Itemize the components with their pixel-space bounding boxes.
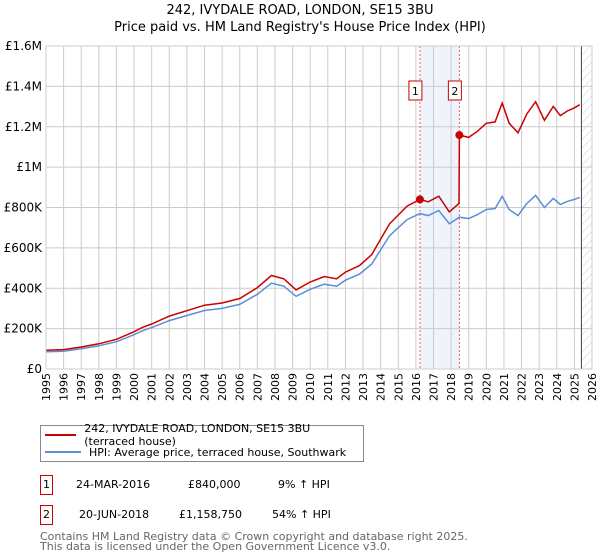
footer-copyright: Contains HM Land Registry data © Crown c… <box>40 530 468 543</box>
x-tick-label: 2010 <box>304 373 317 401</box>
x-tick-label: 2005 <box>216 373 229 401</box>
property-price-line <box>45 100 581 351</box>
sale-label-box <box>447 80 462 101</box>
legend-label: 242, IVYDALE ROAD, LONDON, SE15 3BU (ter… <box>84 422 311 448</box>
x-tick-label: 2013 <box>357 373 370 401</box>
y-tick-label: £800K <box>4 201 44 215</box>
sale-badge: 2 <box>40 505 53 525</box>
x-tick-label: 1996 <box>58 373 71 401</box>
sale-date: 20-JUN-2018 <box>79 508 150 521</box>
sale-date: 24-MAR-2016 <box>76 478 151 491</box>
x-tick-label: 2004 <box>199 373 212 401</box>
x-tick-label: 2019 <box>463 373 476 401</box>
sale-hpi-diff: 9% ↑ HPI <box>278 478 330 491</box>
y-tick-label: £600K <box>4 241 44 255</box>
y-tick-label: £1.2M <box>5 120 42 134</box>
x-tick-label: 2000 <box>128 373 141 401</box>
sale-point <box>455 131 464 140</box>
x-tick-label: 1999 <box>110 373 123 401</box>
x-tick-label: 2003 <box>181 373 194 401</box>
x-tick-label: 2024 <box>551 373 564 401</box>
x-tick-label: 2011 <box>322 373 335 401</box>
y-tick-label: £1.4M <box>5 79 42 93</box>
legend: 242, IVYDALE ROAD, LONDON, SE15 3BU (ter… <box>40 422 364 462</box>
x-tick-label: 2015 <box>392 373 405 401</box>
chart-subtitle: Price paid vs. HM Land Registry's House … <box>114 20 486 35</box>
x-tick-label: 2008 <box>269 373 282 401</box>
sale-label-box <box>408 80 423 101</box>
x-tick-label: 2012 <box>339 373 352 401</box>
forecast-hatch <box>581 46 592 369</box>
chart-title: 242, IVYDALE ROAD, LONDON, SE15 3BU <box>166 3 434 18</box>
y-tick-label: £1M <box>16 160 42 174</box>
x-tick-label: 2007 <box>251 373 264 401</box>
x-tick-label: 2016 <box>410 373 423 401</box>
legend-item-property: 242, IVYDALE ROAD, LONDON, SE15 3BU (ter… <box>45 422 363 448</box>
x-tick-label: 2026 <box>586 373 599 401</box>
legend-swatch-red <box>45 434 77 436</box>
sale-badge: 1 <box>40 475 53 495</box>
x-tick-label: 1998 <box>93 373 106 401</box>
x-tick-label: 2023 <box>533 373 546 401</box>
legend-label: HPI: Average price, terraced house, Sout… <box>89 445 347 459</box>
x-tick-label: 2001 <box>146 373 159 401</box>
x-tick-label: 2009 <box>287 373 300 401</box>
y-tick-label: £0 <box>27 362 42 376</box>
x-tick-label: 1997 <box>75 373 88 401</box>
y-tick-label: £200K <box>4 322 44 336</box>
x-tick-label: 2017 <box>427 373 440 401</box>
legend-swatch-blue <box>45 451 81 453</box>
x-tick-label: 2022 <box>516 373 529 401</box>
price-chart: 1995 1996 1997 1998 1999 2000 2001 2002 2003 2004… <box>4 39 599 401</box>
sale-label: 2 <box>451 85 458 98</box>
hpi-line <box>45 194 580 353</box>
sale-point <box>415 195 424 204</box>
legend-item-hpi: HPI: Average price, terraced house, Sout… <box>45 444 346 460</box>
x-tick-label: 2006 <box>234 373 247 401</box>
footer-licence: This data is licensed under the Open Gov… <box>40 540 391 553</box>
x-tick-label: 2018 <box>445 373 458 401</box>
x-tick-label: 2014 <box>375 373 388 401</box>
plot-border <box>45 45 593 370</box>
x-tick-label: 2025 <box>568 373 581 401</box>
sale-hpi-diff: 54% ↑ HPI <box>272 508 331 521</box>
sale-label: 1 <box>412 85 419 98</box>
sale-price: £1,158,750 <box>179 508 242 521</box>
y-tick-label: £1.6M <box>5 39 42 53</box>
x-tick-label: 2021 <box>498 373 511 401</box>
sale-price: £840,000 <box>188 478 241 491</box>
x-tick-label: 2002 <box>163 373 176 401</box>
x-tick-label: 2020 <box>480 373 493 401</box>
x-tick-label: 1995 <box>40 373 53 401</box>
y-tick-label: £400K <box>4 281 44 295</box>
